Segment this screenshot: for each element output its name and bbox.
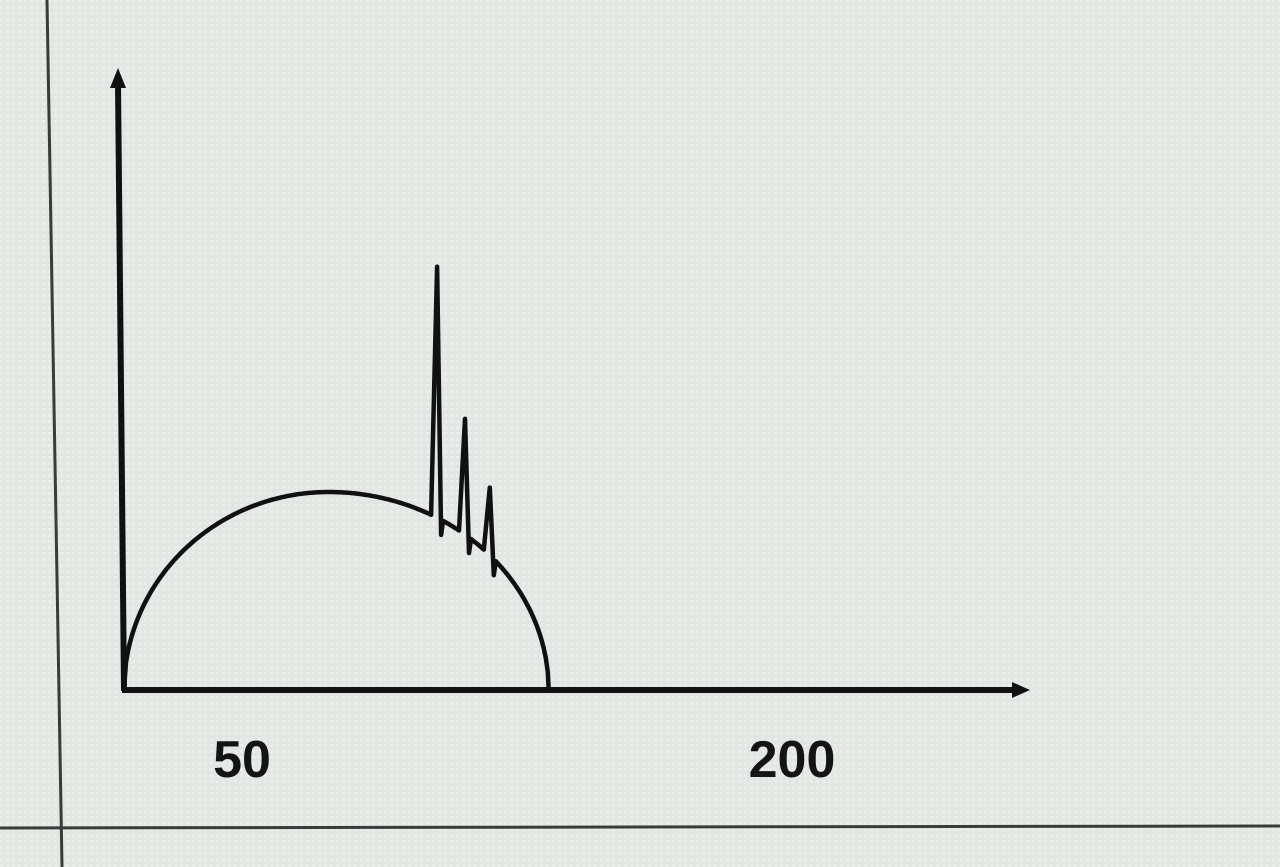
axes xyxy=(110,68,1030,698)
peak-marker-3 xyxy=(487,485,492,490)
x-tick-label-200: 200 xyxy=(749,731,836,789)
peak-marker-1 xyxy=(435,264,440,269)
x-tick-label-50: 50 xyxy=(213,731,271,789)
x-tick-labels: 50 200 xyxy=(213,731,835,789)
series-hump-with-peaks xyxy=(121,264,551,691)
frame-line-bottom xyxy=(0,824,1280,830)
y-axis xyxy=(115,83,127,692)
x-axis-arrowhead xyxy=(1012,682,1030,698)
peak-marker-2 xyxy=(463,416,467,421)
y-axis-arrowhead xyxy=(110,68,126,88)
series-layer xyxy=(121,264,551,691)
frame-line-left xyxy=(45,0,64,867)
